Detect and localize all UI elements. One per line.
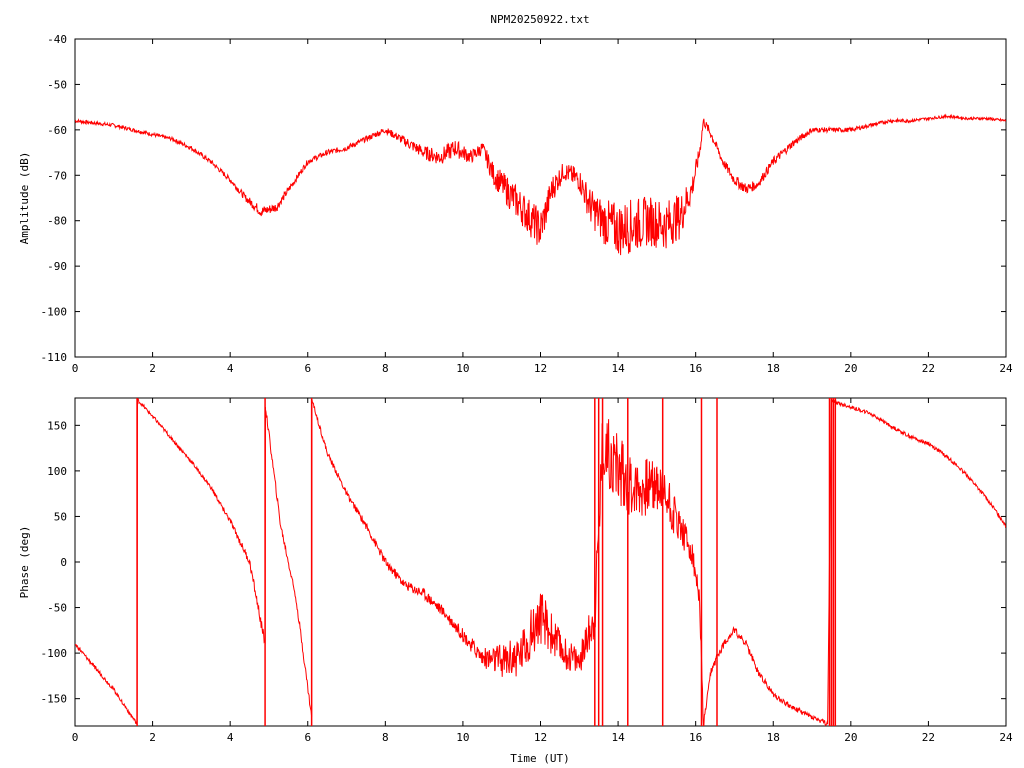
panel2-x-tick-label: 18: [767, 731, 780, 744]
panel2-y-tick-label: -150: [41, 693, 68, 706]
panel1-x-tick-label: 12: [534, 362, 547, 375]
panel1-y-tick-label: -50: [47, 78, 67, 91]
panel2-y-tick-label: 0: [60, 556, 67, 569]
panel1-x-tick-label: 10: [456, 362, 469, 375]
panel2-y-tick-label: -100: [41, 647, 68, 660]
panel1-y-tick-label: -110: [41, 351, 68, 364]
panel1-y-tick-label: -80: [47, 215, 67, 228]
panel2-x-tick-label: 12: [534, 731, 547, 744]
panel2-x-tick-label: 4: [227, 731, 234, 744]
panel1-x-tick-label: 4: [227, 362, 234, 375]
panel2-x-tick-label: 20: [844, 731, 857, 744]
panel2-y-tick-label: -50: [47, 602, 67, 615]
panel2-x-tick-label: 24: [999, 731, 1013, 744]
panel1-series-line: [75, 113, 1006, 256]
panel1-y-tick-label: -100: [41, 306, 68, 319]
panel2-x-tick-label: 22: [922, 731, 935, 744]
panel1-x-tick-label: 0: [72, 362, 79, 375]
panel1-x-tick-label: 18: [767, 362, 780, 375]
panel1-x-tick-label: 16: [689, 362, 702, 375]
panel2-y-tick-label: 100: [47, 465, 67, 478]
panel1-x-tick-label: 24: [999, 362, 1013, 375]
panel2: 0 2 4 6 8 10 12 14 16 18 20 22 24150100500-50-100-15…: [41, 397, 1013, 744]
panel1-y-tick-label: -70: [47, 169, 67, 182]
panel1-x-tick-label: 22: [922, 362, 935, 375]
panel2-x-tick-label: 2: [149, 731, 156, 744]
panel2-y-tick-label: 50: [54, 510, 67, 523]
panel2-x-tick-label: 8: [382, 731, 389, 744]
panel1-x-tick-label: 14: [611, 362, 625, 375]
plot-panels: 0 2 4 6 8 10 12 14 16 18 20 22 24-40-50-60-70-80-90-…: [41, 33, 1013, 744]
panel2-x-tick-label: 14: [611, 731, 625, 744]
panel1-y-tick-label: -90: [47, 260, 67, 273]
panel2-x-tick-label: 0: [72, 731, 79, 744]
panel1-x-tick-label: 6: [304, 362, 311, 375]
panel1-x-tick-label: 20: [844, 362, 857, 375]
panel2-series-line: [75, 398, 1006, 726]
panel1-x-tick-label: 8: [382, 362, 389, 375]
time-x-axis-label: Time (UT): [510, 752, 570, 765]
phase-y-axis-label: Phase (deg): [18, 526, 31, 599]
panel1: 0 2 4 6 8 10 12 14 16 18 20 22 24-40-50-60-70-80-90-…: [41, 33, 1013, 375]
amplitude-y-axis-label: Amplitude (dB): [18, 152, 31, 245]
panel1-y-tick-label: -60: [47, 124, 67, 137]
panel2-y-tick-label: 150: [47, 419, 67, 432]
panel2-x-tick-label: 6: [304, 731, 311, 744]
panel1-x-tick-label: 2: [149, 362, 156, 375]
panel1-y-tick-label: -40: [47, 33, 67, 46]
chart-title: NPM20250922.txt: [490, 13, 589, 26]
panel2-x-tick-label: 10: [456, 731, 469, 744]
panel2-x-tick-label: 16: [689, 731, 702, 744]
